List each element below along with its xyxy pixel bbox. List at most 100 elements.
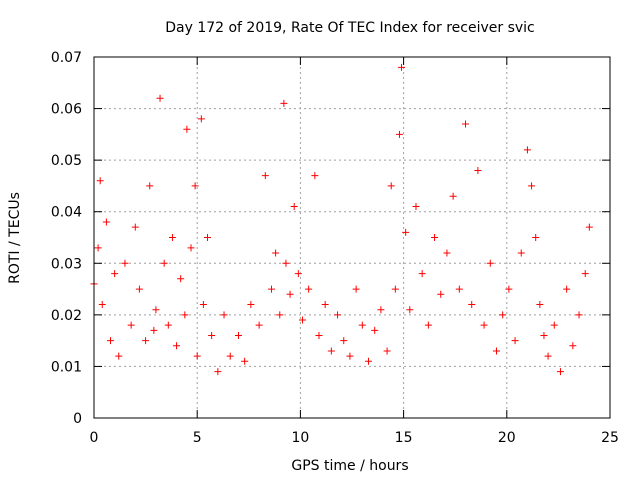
data-point [532, 234, 540, 241]
data-point [474, 166, 482, 174]
chart-title: Day 172 of 2019, Rate Of TEC Index for r… [165, 20, 535, 36]
data-point [321, 301, 329, 309]
data-point [142, 337, 150, 345]
data-point [523, 146, 531, 154]
data-point [377, 306, 385, 314]
data-point [150, 326, 158, 334]
data-point [412, 203, 420, 211]
data-point [346, 352, 354, 360]
data-point [204, 234, 212, 241]
data-point [556, 368, 564, 376]
data-point [585, 223, 593, 231]
data-point [98, 301, 106, 309]
data-point [241, 357, 249, 365]
data-point [455, 285, 463, 293]
y-tick-label: 0.06 [51, 102, 82, 118]
data-point [486, 259, 494, 267]
y-tick-label: 0.05 [51, 153, 82, 169]
data-point [462, 120, 470, 128]
data-point [294, 270, 302, 278]
data-point [581, 270, 589, 278]
y-axis-tick-labels: 0 0.01 0.02 0.03 0.04 0.05 0.06 0.07 [51, 50, 82, 427]
data-point [398, 63, 406, 71]
data-point [334, 311, 342, 319]
data-point [261, 172, 269, 180]
data-point [255, 321, 263, 329]
data-point [247, 301, 255, 309]
data-point [569, 342, 577, 350]
data-point [160, 259, 168, 267]
data-point [511, 337, 519, 345]
data-point [187, 244, 195, 252]
data-point [220, 311, 228, 319]
data-point [146, 182, 154, 190]
data-point [443, 249, 451, 257]
data-point [268, 285, 276, 293]
plot-frame [93, 56, 611, 419]
data-point [395, 130, 403, 138]
data-point [111, 270, 119, 278]
data-point [94, 244, 102, 252]
data-point [290, 203, 298, 211]
x-tick-label: 0 [90, 430, 99, 446]
data-point [517, 249, 525, 257]
data-point [115, 352, 123, 360]
data-point [135, 285, 143, 293]
data-point [492, 347, 500, 355]
data-point [387, 182, 395, 190]
data-point [197, 115, 205, 123]
data-point [214, 368, 222, 376]
data-point [276, 311, 284, 319]
y-tick-label: 0.04 [51, 205, 82, 221]
data-point [181, 311, 189, 319]
data-point [449, 192, 457, 200]
data-point [391, 285, 399, 293]
data-point [480, 321, 488, 329]
x-tick-label: 15 [395, 430, 413, 446]
data-point [528, 182, 536, 190]
data-point [340, 337, 348, 345]
data-point [431, 234, 439, 241]
data-point [234, 331, 242, 339]
data-point [208, 331, 216, 339]
y-tick-label: 0.07 [51, 50, 82, 66]
data-point [173, 342, 181, 350]
data-point [168, 234, 176, 241]
data-point [327, 347, 335, 355]
y-axis-label: ROTI / TECUs [7, 192, 23, 284]
data-point [540, 331, 548, 339]
data-point [164, 321, 172, 329]
data-point [563, 285, 571, 293]
axis-ticks [93, 56, 611, 419]
data-point [424, 321, 432, 329]
data-point [127, 321, 135, 329]
data-point [575, 311, 583, 319]
y-tick-label: 0.02 [51, 308, 82, 324]
data-point [107, 337, 115, 345]
data-point [383, 347, 391, 355]
x-tick-label: 5 [193, 430, 202, 446]
y-tick-label: 0.01 [51, 359, 82, 375]
data-point [371, 326, 379, 334]
x-axis-tick-labels: 0 5 10 15 20 25 [90, 430, 619, 446]
data-point [402, 228, 410, 236]
data-point [550, 321, 558, 329]
data-point [156, 94, 164, 102]
data-point [183, 125, 191, 133]
data-point [358, 321, 366, 329]
data-point [468, 301, 476, 309]
data-point [352, 285, 360, 293]
data-point [499, 311, 507, 319]
data-point [536, 301, 544, 309]
data-point [544, 352, 552, 360]
data-point [191, 182, 199, 190]
data-point [96, 177, 104, 185]
data-point [282, 259, 290, 267]
y-tick-label: 0 [73, 411, 82, 427]
data-point [365, 357, 373, 365]
grid-lines [94, 57, 610, 418]
data-point [286, 290, 294, 298]
data-point [437, 290, 445, 298]
data-point [131, 223, 139, 231]
